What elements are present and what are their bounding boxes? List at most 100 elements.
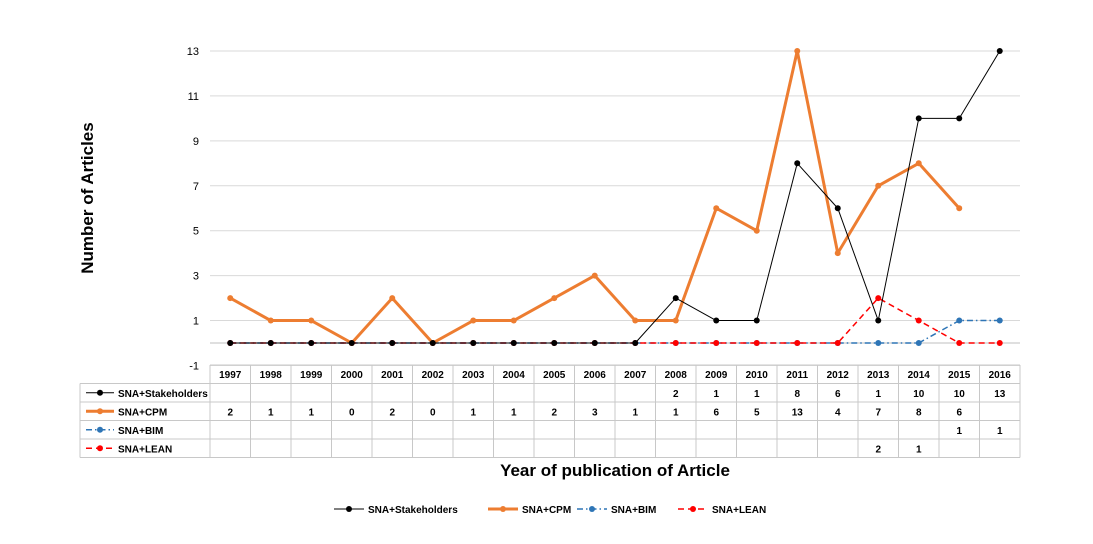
table-cell-value: 2	[551, 407, 557, 418]
table-cell-value: 2	[389, 407, 395, 418]
data-point	[875, 295, 882, 302]
x-tick-label: 1999	[300, 370, 323, 381]
table-legend-key-marker	[97, 389, 103, 396]
x-tick-label: 2013	[867, 370, 890, 381]
series-lines	[227, 48, 1003, 346]
legend-entry: SNA+BIM	[577, 505, 656, 516]
x-tick-label: 2007	[624, 370, 647, 381]
data-point	[915, 160, 922, 167]
x-tick-label: 2010	[746, 370, 769, 381]
y-tick-label: 7	[193, 181, 199, 193]
table-cell-value: 8	[916, 407, 922, 418]
table-cell-value: 1	[511, 407, 517, 418]
table-cell-value: 1	[470, 407, 476, 418]
x-tick-label: 2003	[462, 370, 485, 381]
data-point	[510, 340, 517, 346]
data-point	[915, 317, 922, 324]
data-point	[389, 295, 396, 302]
series-sna-cpm	[227, 48, 963, 346]
table-cell-value: 2	[673, 389, 679, 400]
data-point	[308, 317, 315, 324]
legend: SNA+Stakeholders SNA+CPM SNA+BIM SNA+LEAN	[334, 505, 766, 516]
x-tick-label: 2000	[341, 370, 364, 381]
legend-key-marker	[589, 506, 595, 512]
data-point	[713, 205, 720, 212]
table-legend-key-marker	[97, 408, 103, 415]
legend-label: SNA+Stakeholders	[368, 505, 458, 516]
x-tick-label: 2006	[584, 370, 607, 381]
series-sna-bim	[227, 317, 1003, 346]
data-point	[591, 340, 598, 346]
table-cell-value: 1	[875, 389, 881, 400]
data-point	[794, 48, 801, 54]
data-point	[632, 317, 639, 324]
y-tick-label: 1	[193, 316, 199, 328]
data-point	[632, 340, 639, 346]
data-point	[915, 115, 922, 122]
data-point	[672, 317, 679, 324]
legend-entry: SNA+Stakeholders	[334, 505, 458, 516]
data-point	[996, 48, 1003, 54]
data-point	[267, 317, 274, 324]
table-cell-value: 10	[954, 389, 966, 400]
table-cell-value: 10	[913, 389, 925, 400]
y-axis-title: Number of Articles	[78, 122, 97, 273]
table-legend-key-marker	[97, 445, 103, 452]
data-point	[834, 250, 841, 257]
data-table: 1997 1998 1999 2000 2001 2002 2003 2004 2005 2006…	[79, 364, 1021, 458]
data-point	[753, 340, 760, 346]
table-cell-value: 2	[875, 444, 881, 455]
y-tick-label: -1	[189, 360, 199, 372]
x-tick-label: 2011	[786, 370, 808, 381]
data-point	[956, 340, 963, 346]
data-point	[267, 340, 274, 346]
table-cell-value: 13	[792, 407, 804, 418]
table-cell-value: 1	[997, 426, 1003, 437]
series-line	[229, 49, 961, 345]
data-point	[753, 317, 760, 324]
data-point	[672, 340, 679, 346]
table-cell-value: 1	[632, 407, 638, 418]
x-tick-label: 2015	[948, 370, 971, 381]
data-point	[551, 340, 558, 346]
data-point	[713, 317, 720, 324]
data-point	[875, 182, 882, 189]
data-point	[348, 340, 355, 346]
series-line	[230, 50, 1001, 344]
table-cell-value: 8	[794, 389, 800, 400]
x-tick-label: 2009	[705, 370, 728, 381]
data-point	[794, 160, 801, 167]
x-tick-label: 2005	[543, 370, 566, 381]
data-point	[227, 340, 234, 346]
legend-label: SNA+LEAN	[712, 505, 766, 516]
x-tick-label: 1997	[219, 370, 242, 381]
data-point	[956, 317, 963, 324]
x-tick-label: 2014	[908, 370, 931, 381]
data-point	[510, 317, 517, 324]
table-legend-key-marker	[97, 426, 103, 433]
legend-key-marker	[500, 506, 506, 512]
data-point	[591, 272, 598, 279]
x-tick-label: 2016	[989, 370, 1012, 381]
y-tick-label: 9	[193, 136, 199, 148]
table-cell-value: 1	[308, 407, 314, 418]
x-tick-label: 2004	[503, 370, 526, 381]
data-point	[470, 340, 477, 346]
table-cell-value: 0	[349, 407, 355, 418]
table-cell-value: 3	[592, 407, 598, 418]
legend-label: SNA+BIM	[611, 505, 656, 516]
table-cell-value: 1	[956, 426, 962, 437]
data-point	[308, 340, 315, 346]
table-cell-value: 13	[994, 389, 1006, 400]
table-cell-value: 1	[916, 444, 922, 455]
data-point	[956, 205, 963, 212]
data-point	[672, 295, 679, 302]
data-point	[713, 340, 720, 346]
series-sna-stakeholders	[227, 48, 1003, 346]
table-cell-value: 2	[227, 407, 233, 418]
data-point	[794, 340, 801, 346]
table-cell-value: 6	[835, 389, 841, 400]
data-point	[956, 115, 963, 122]
data-point	[227, 295, 234, 302]
